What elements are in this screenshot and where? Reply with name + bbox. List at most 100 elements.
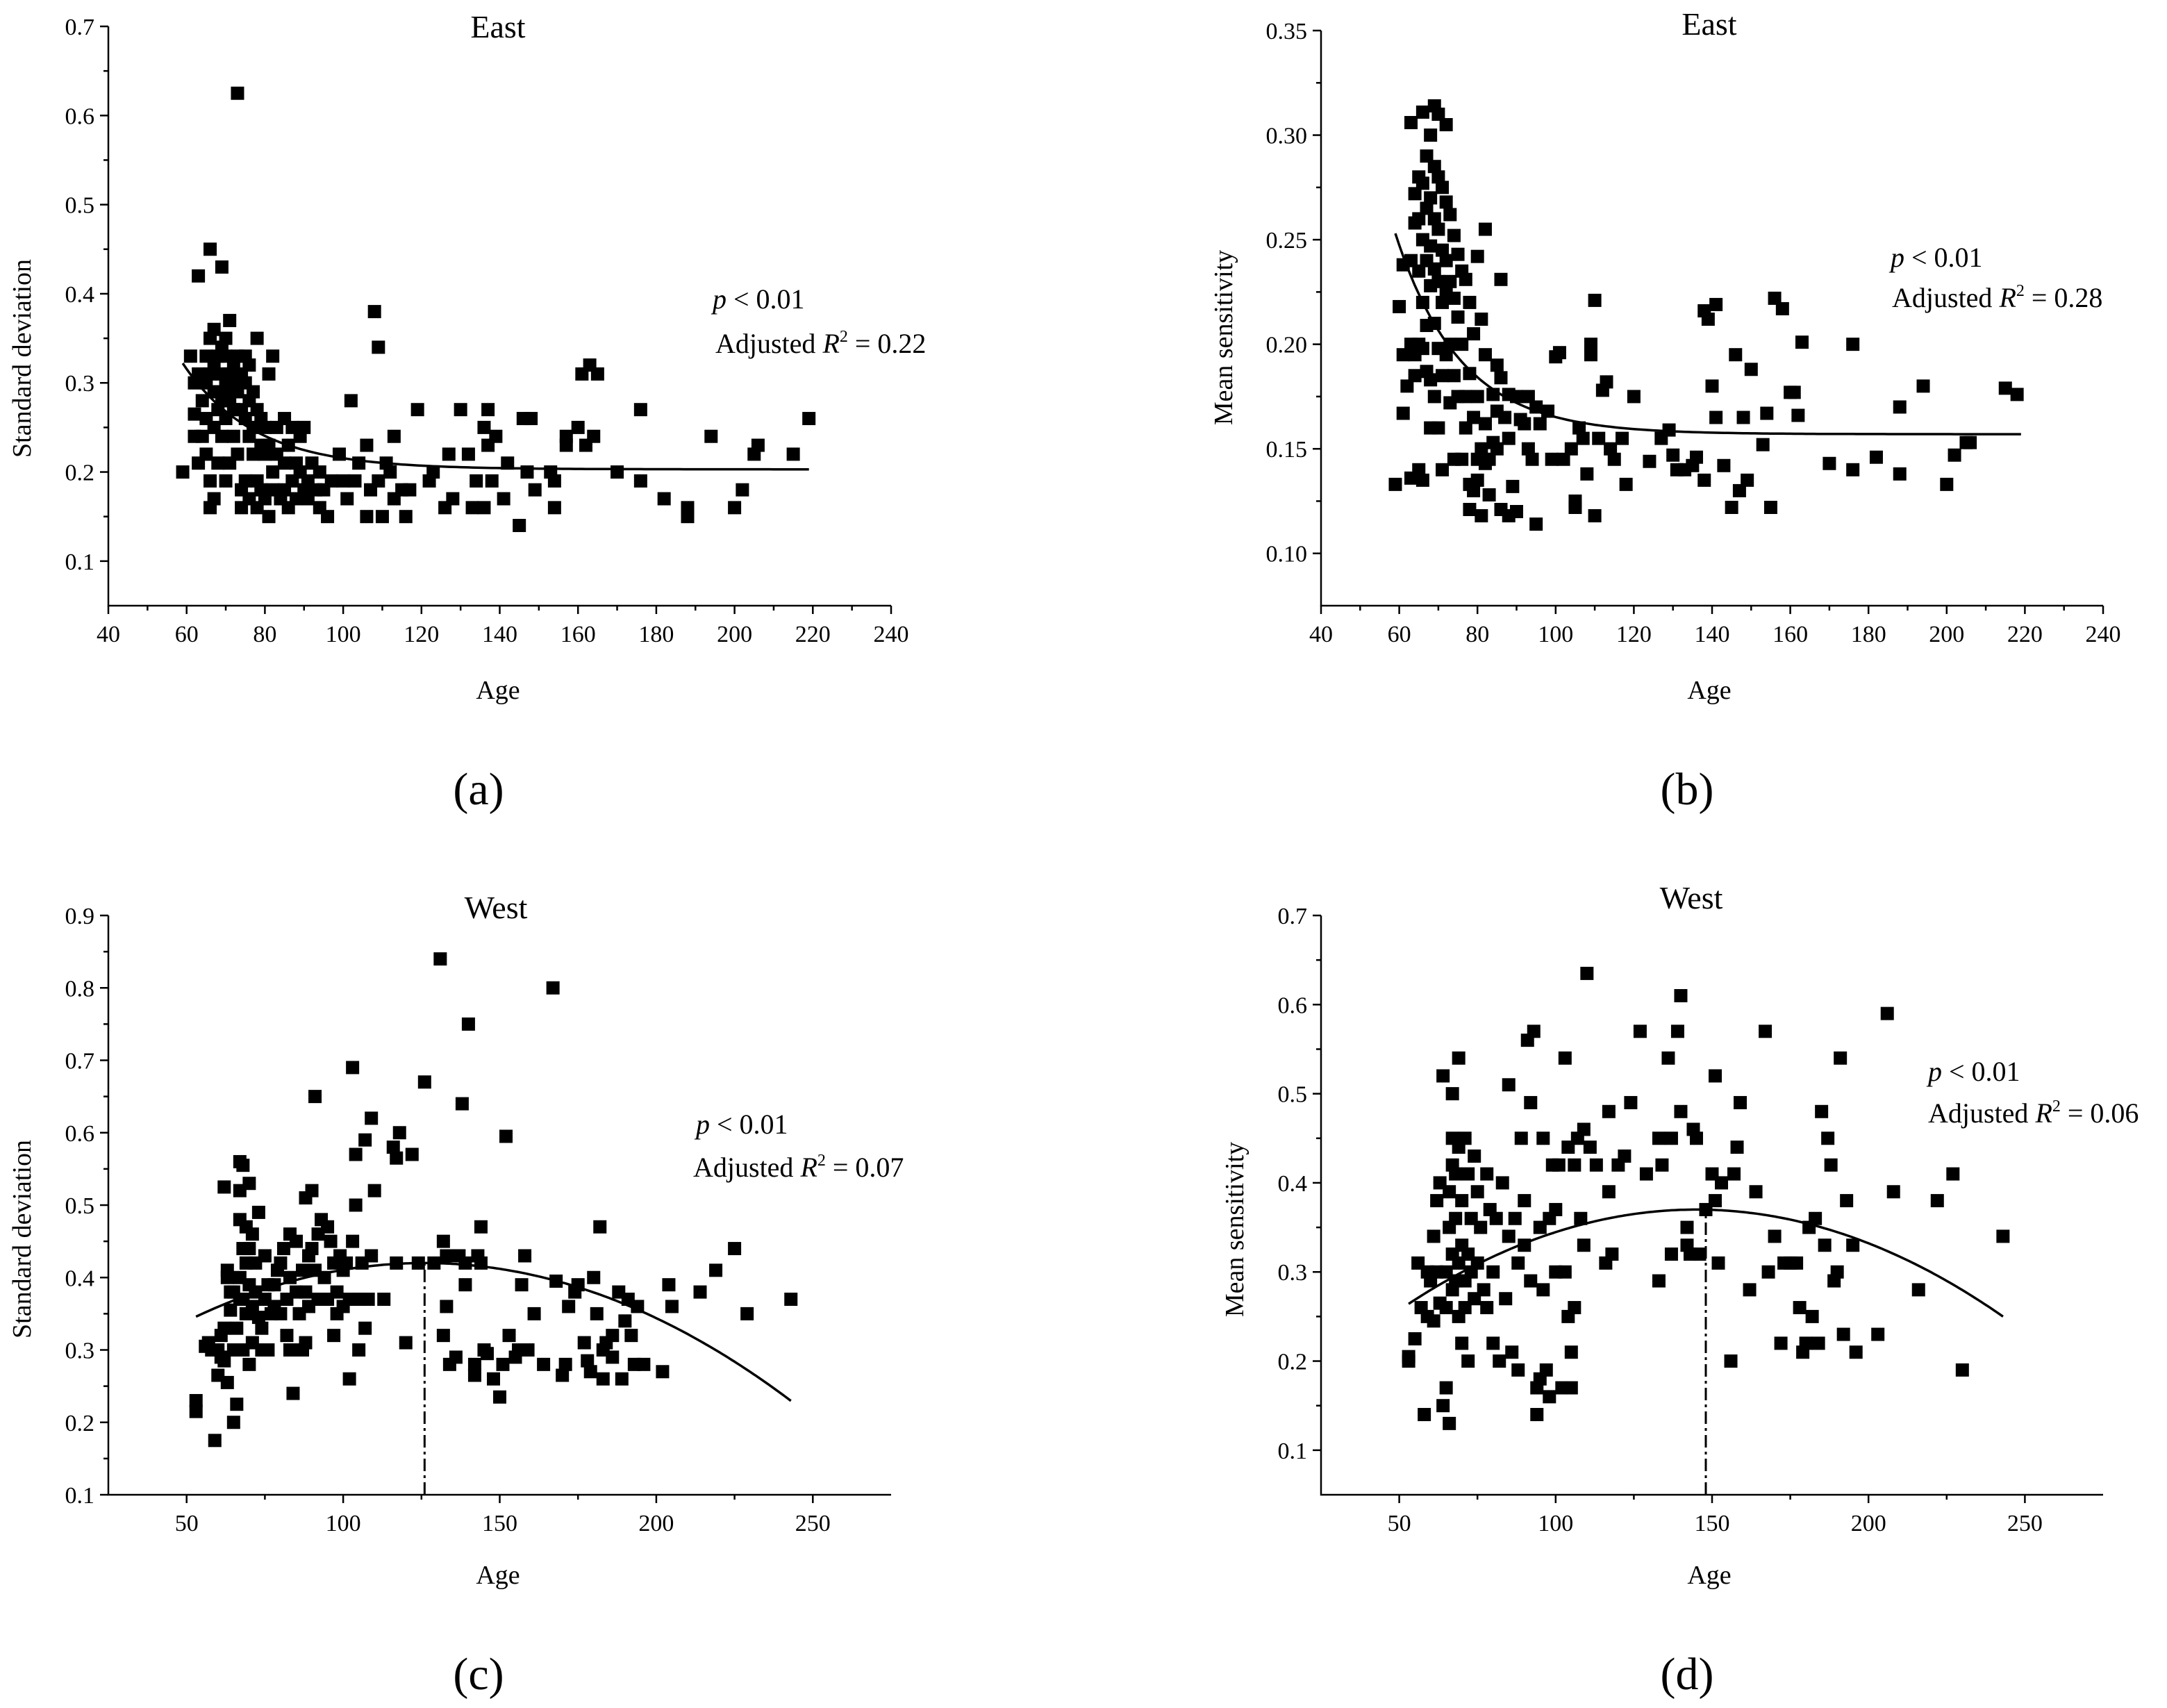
panel-d-data-point: [1527, 1025, 1541, 1038]
panel-c-data-point: [261, 1343, 275, 1357]
panel-d-data-point: [1402, 1350, 1415, 1363]
panel-b-data-point: [1415, 176, 1429, 190]
panel-d-data-point: [1711, 1256, 1725, 1270]
panel-a-data-point: [704, 429, 718, 443]
panel-c-data-point: [709, 1263, 723, 1277]
panel-b-data-point: [1498, 411, 1512, 424]
panel-b-data-point: [1439, 195, 1453, 209]
panel-a-data-point: [207, 492, 221, 506]
panel-d-data-point: [1846, 1238, 1860, 1252]
panel-c-x-tick-label: 100: [326, 1511, 361, 1536]
panel-d-data-point: [1543, 1390, 1556, 1404]
panel-d-r-squared: Adjusted R2 = 0.06: [1928, 1097, 2139, 1129]
panel-d-x-axis-label: Age: [1687, 1561, 1731, 1590]
panel-b-x-tick-label: 220: [2007, 622, 2043, 647]
panel-b-data-point: [1439, 117, 1453, 131]
panel-d-y-tick-label: 0.3: [1278, 1260, 1308, 1286]
panel-d-y-tick-label: 0.4: [1278, 1171, 1308, 1197]
panel-c-data-point: [480, 1347, 494, 1361]
panel-b-data-point: [1545, 452, 1559, 466]
panel-d-data-point: [1818, 1238, 1832, 1252]
panel-d-data-point: [1821, 1131, 1835, 1145]
panel-d-data-point: [1439, 1381, 1453, 1395]
panel-d-data-point: [1768, 1229, 1782, 1243]
panel-c-data-point: [342, 1372, 356, 1386]
panel-b-y-tick-label: 0.25: [1266, 228, 1308, 254]
panel-d-x-tick-label: 200: [1851, 1511, 1886, 1536]
panel-c-data-point: [662, 1278, 676, 1292]
panel-c-data-point: [417, 1075, 431, 1089]
panel-a-data-point: [559, 438, 573, 452]
panel-c-data-point: [583, 1365, 597, 1379]
panel-c-data-point: [217, 1180, 231, 1194]
panel-a-data-point: [266, 349, 280, 363]
panel-a-x-tick-label: 200: [717, 622, 752, 647]
panel-d-title: West: [1660, 880, 1723, 915]
panel-b-data-point: [1396, 406, 1410, 420]
panel-b-data-point: [1791, 408, 1805, 422]
panel-d-data-point: [1524, 1274, 1538, 1288]
panel-d-data-point: [1674, 988, 1688, 1002]
panel-c-y-tick-label: 0.7: [65, 1049, 95, 1075]
panel-c-r-squared: Adjusted R2 = 0.07: [693, 1152, 904, 1183]
panel-b-data-point: [1556, 452, 1570, 466]
panel-d-data-point: [1568, 1158, 1581, 1172]
panel-d: West Mean sensitivity Age (d) p < 0.01 A…: [1220, 880, 2139, 1700]
panel-b-data-point: [1470, 390, 1484, 404]
panel-b-data-point: [1439, 254, 1453, 267]
panel-b-data-point: [1470, 473, 1484, 487]
panel-c-data-point: [449, 1350, 463, 1364]
panel-b-x-tick-label: 40: [1309, 622, 1333, 647]
panel-b-data-point: [1592, 431, 1606, 445]
panel-b-data-point: [1427, 390, 1441, 404]
panel-b-data-point: [1490, 442, 1504, 456]
panel-a-data-point: [360, 510, 374, 524]
panel-c-p-value: p < 0.01: [694, 1109, 788, 1140]
panel-d-data-point: [1568, 1301, 1581, 1315]
panel-d-label: (d): [1661, 1649, 1714, 1700]
panel-b-data-point: [1616, 431, 1629, 445]
panel-c-data-point: [230, 1321, 244, 1335]
panel-a-data-point: [587, 429, 601, 443]
panel-b-data-point: [1510, 505, 1523, 519]
panel-d-data-point: [1830, 1265, 1844, 1279]
panel-c-data-point: [308, 1090, 322, 1104]
panel-a-data-point: [242, 358, 256, 372]
panel-d-data-point: [1886, 1185, 1900, 1199]
panel-c-data-point: [493, 1390, 506, 1404]
panel-a-data-point: [297, 420, 311, 434]
panel-c-x-tick-label: 150: [482, 1511, 517, 1536]
panel-b-data-point: [1709, 297, 1723, 311]
panel-d-data-point: [1536, 1131, 1550, 1145]
panel-d-data-point: [1443, 1185, 1456, 1199]
panel-c-data-point: [606, 1350, 620, 1364]
panel-b-data-point: [1459, 272, 1472, 286]
panel-b-data-point: [1963, 436, 1977, 449]
panel-b-data-point: [1475, 509, 1488, 523]
panel-b-data-point: [1431, 107, 1445, 121]
panel-a-data-point: [528, 483, 542, 497]
panel-b-data-point: [1741, 473, 1754, 487]
panel-b-data-point: [1525, 452, 1539, 466]
panel-d-data-point: [1493, 1354, 1506, 1368]
panel-b-data-point: [1431, 421, 1445, 435]
panel-c: West Standard deviation Age (c) p < 0.01…: [8, 890, 904, 1700]
panel-b-x-tick-label: 200: [1929, 622, 1964, 647]
panel-b-data-point: [1893, 467, 1907, 481]
panel-d-data-point: [1558, 1051, 1572, 1065]
panel-a-data-point: [410, 403, 424, 417]
panel-c-y-tick-label: 0.4: [65, 1266, 95, 1291]
panel-c-label: (c): [453, 1649, 504, 1700]
panel-a-data-point: [231, 447, 244, 461]
panel-c-data-point: [220, 1270, 234, 1284]
panel-c-y-tick-label: 0.2: [65, 1411, 95, 1436]
panel-a-data-point: [485, 474, 499, 488]
panel-c-data-point: [251, 1311, 265, 1325]
panel-a-data-point: [215, 260, 229, 274]
panel-d-data-point: [1439, 1301, 1453, 1315]
panel-a-data-point: [262, 510, 276, 524]
panel-a-title: East: [470, 9, 525, 44]
panel-d-data-point: [1461, 1167, 1475, 1181]
panel-d-data-point: [1661, 1051, 1675, 1065]
panel-c-data-point: [596, 1372, 610, 1386]
